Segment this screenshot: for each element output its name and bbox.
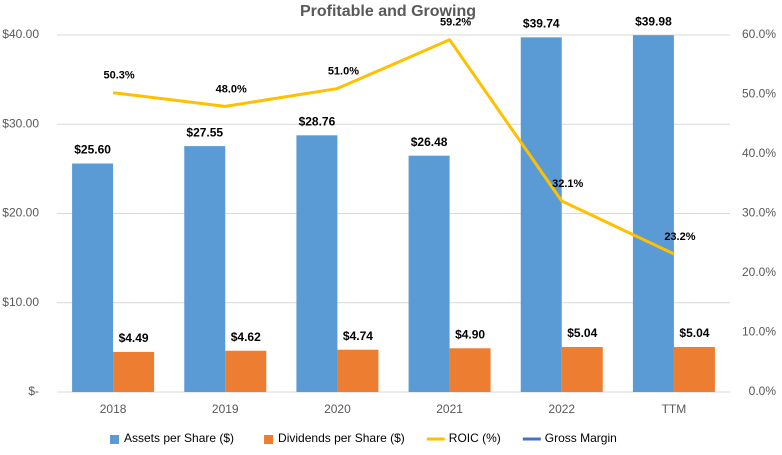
data-label: 59.2% <box>440 17 471 29</box>
legend-label: Assets per Share ($) <box>124 431 234 445</box>
data-label: $39.74 <box>523 16 560 30</box>
y2-tick-label: 40.0% <box>742 146 776 160</box>
legend-label: ROIC (%) <box>449 431 501 445</box>
x-tick-label: 2021 <box>436 402 463 416</box>
legend-label: Gross Margin <box>545 431 617 445</box>
line <box>112 38 675 256</box>
data-label: $4.62 <box>231 330 261 344</box>
x-tick-label: TTM <box>662 402 687 416</box>
y-tick-label: $10.00 <box>2 295 39 309</box>
legend-swatch <box>110 435 119 444</box>
bar <box>337 349 379 392</box>
bar <box>408 155 450 392</box>
data-label: 48.0% <box>216 83 247 95</box>
x-tick-label: 2022 <box>548 402 575 416</box>
data-label: $4.90 <box>455 327 485 341</box>
bar <box>449 348 491 392</box>
x-tick-label: 2020 <box>324 402 351 416</box>
bar <box>673 347 715 392</box>
bar <box>520 37 562 393</box>
legend-label: Dividends per Share ($) <box>278 431 405 445</box>
y-tick-label: $40.00 <box>2 27 39 41</box>
data-label: $5.04 <box>679 326 709 340</box>
y-tick-label: $30.00 <box>2 116 39 130</box>
bar <box>184 146 226 392</box>
y-tick-label: $- <box>28 384 39 398</box>
bar <box>225 350 267 392</box>
data-label: $39.98 <box>635 14 672 28</box>
data-label: $4.74 <box>343 329 373 343</box>
y2-tick-label: 30.0% <box>742 206 776 220</box>
data-label: 23.2% <box>664 231 695 243</box>
x-tick-label: 2019 <box>212 402 239 416</box>
bar <box>113 351 155 392</box>
bar <box>632 35 674 393</box>
data-label: $25.60 <box>74 143 111 157</box>
data-label: $28.76 <box>299 114 336 128</box>
data-label: $4.49 <box>119 331 149 345</box>
y-tick-label: $20.00 <box>2 206 39 220</box>
y2-tick-label: 50.0% <box>742 87 776 101</box>
data-label: $5.04 <box>567 326 597 340</box>
data-label: $26.48 <box>411 135 448 149</box>
y2-tick-label: 60.0% <box>742 27 776 41</box>
data-label: $27.55 <box>186 125 223 139</box>
bar <box>561 347 603 392</box>
data-label: 32.1% <box>552 178 583 190</box>
data-label: 50.3% <box>103 70 134 82</box>
bar <box>72 163 114 392</box>
legend-swatch <box>264 435 274 444</box>
y2-tick-label: 20.0% <box>742 265 776 279</box>
chart-title: Profitable and Growing <box>300 3 476 20</box>
data-label: 51.0% <box>328 65 359 77</box>
bar <box>296 135 338 392</box>
y2-tick-label: 10.0% <box>742 325 776 339</box>
x-tick-label: 2018 <box>100 402 127 416</box>
y2-tick-label: 0.0% <box>749 384 777 398</box>
